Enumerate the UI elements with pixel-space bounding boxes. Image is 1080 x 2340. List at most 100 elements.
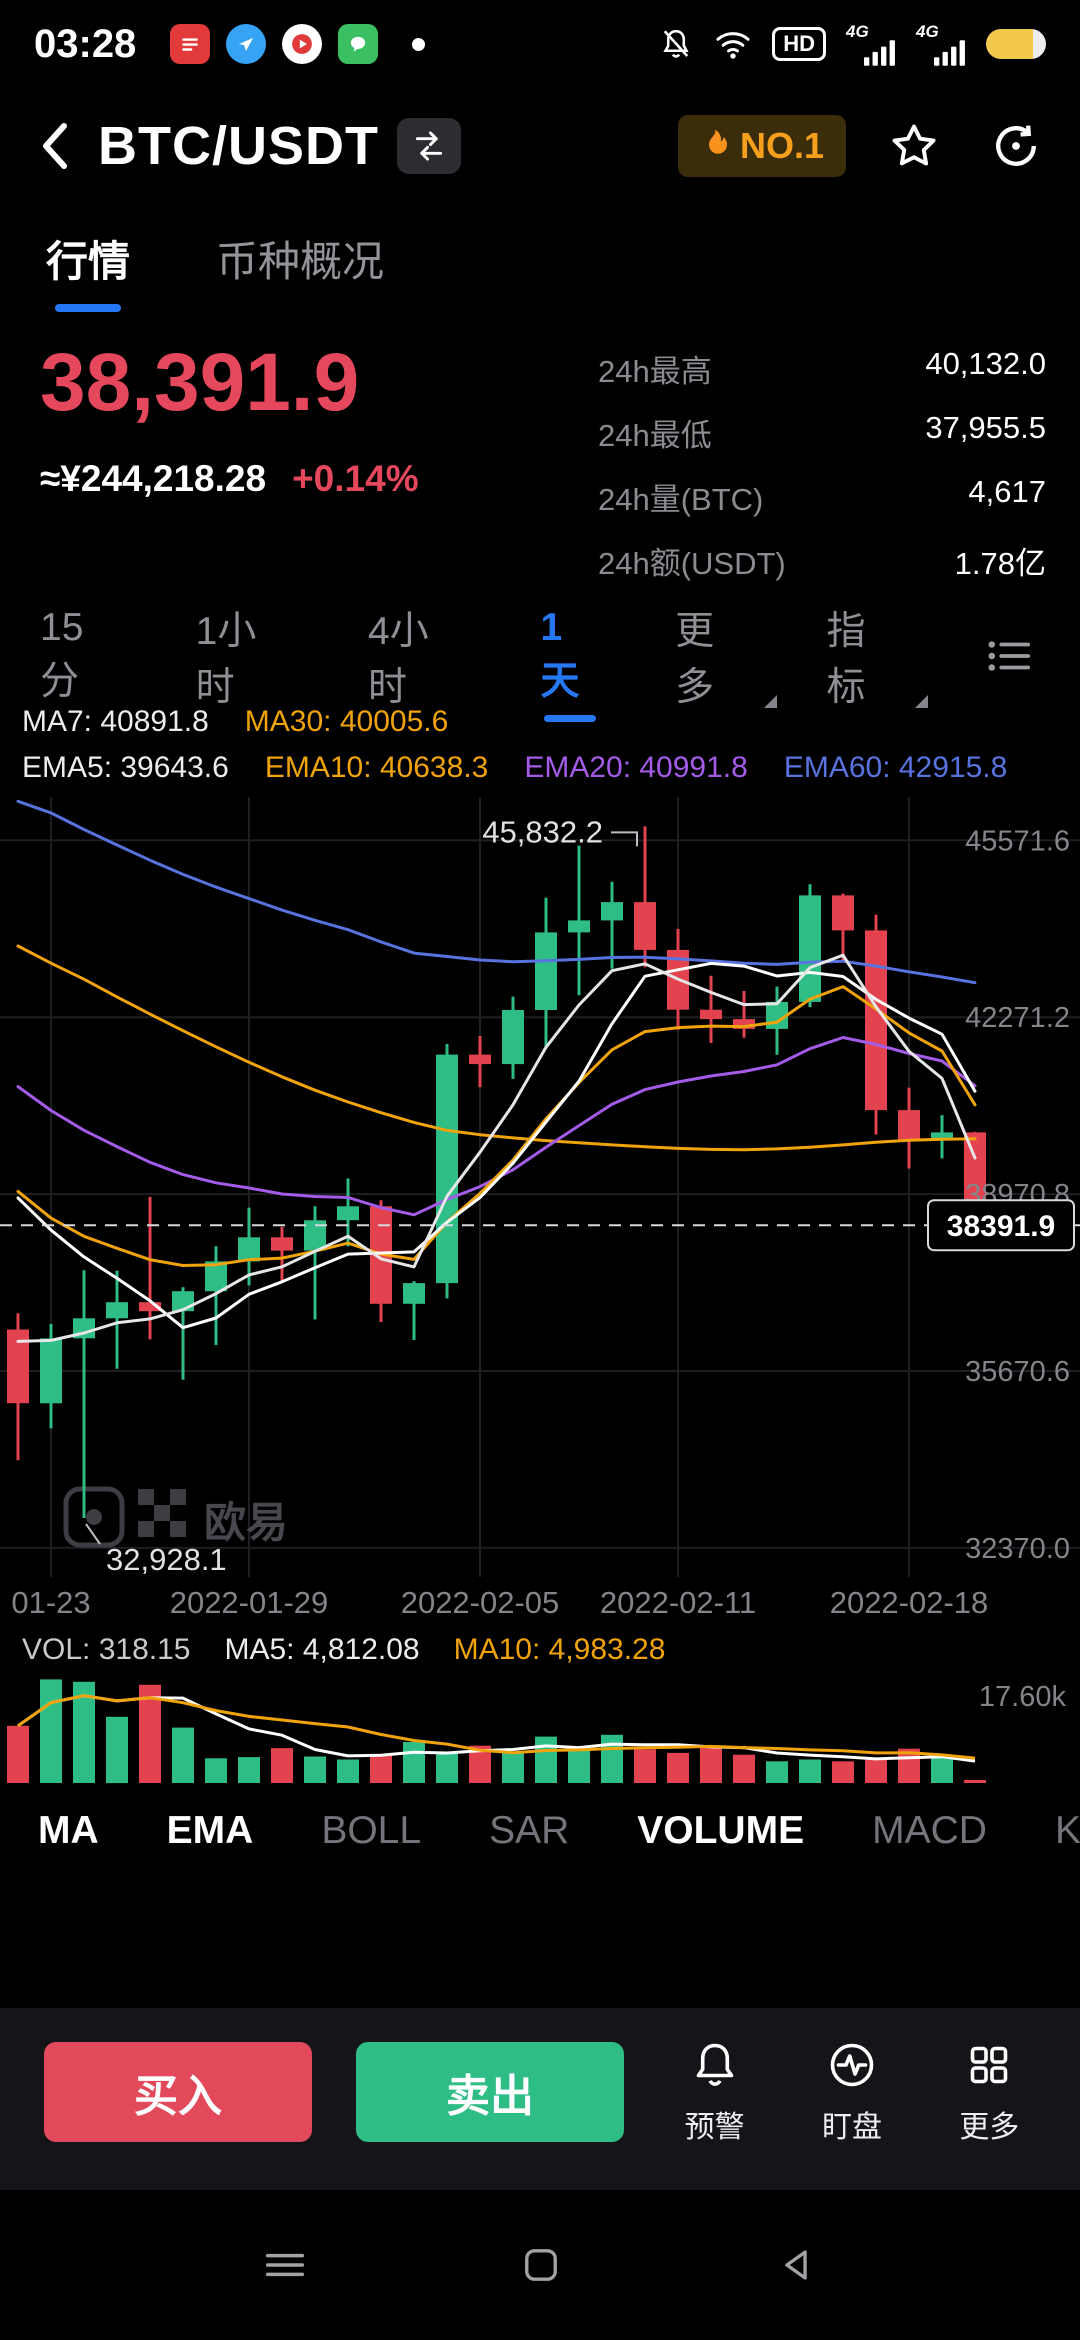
- current-price-tag-label: 38391.9: [947, 1210, 1055, 1243]
- back-button[interactable]: [30, 108, 90, 184]
- candle-body: [238, 1237, 260, 1262]
- volume-bar: [139, 1684, 161, 1783]
- more-button[interactable]: 更多: [943, 2038, 1036, 2146]
- indicator-tab-volume[interactable]: VOLUME: [637, 1809, 805, 1852]
- timeframe-4h[interactable]: 4小时: [368, 610, 429, 709]
- volume-bar: [73, 1681, 95, 1783]
- indicator-tab-boll[interactable]: BOLL: [321, 1809, 422, 1852]
- volume-bar: [304, 1756, 326, 1783]
- notification-icons: [170, 24, 379, 64]
- home-button[interactable]: [519, 2243, 563, 2287]
- timeframe-1h[interactable]: 1小时: [195, 610, 257, 709]
- refresh-button[interactable]: [982, 112, 1050, 180]
- volume-bar: [832, 1761, 854, 1783]
- star-icon: [892, 124, 936, 166]
- vol-ma5-label: MA5: 4,812.08: [224, 1633, 420, 1666]
- low-annotation-label: 32,928.1: [106, 1542, 227, 1577]
- candle-body: [535, 932, 557, 1010]
- volume-bar: [337, 1759, 359, 1783]
- volume-bar: [535, 1736, 557, 1783]
- volume-bar: [370, 1754, 392, 1783]
- candle-body: [436, 1054, 458, 1284]
- page-tabs: 行情 币种概况: [0, 228, 1080, 312]
- okx-watermark: 欧易: [63, 1486, 288, 1548]
- tab-market[interactable]: 行情: [46, 228, 130, 312]
- volume-bar: [634, 1749, 656, 1783]
- indicator-tab-ma[interactable]: MA: [38, 1809, 99, 1852]
- timeframe-more-dropdown[interactable]: 更多: [675, 584, 777, 728]
- bell-icon: [696, 2043, 733, 2086]
- stat-row: 24h最高 40,132.0: [598, 346, 1046, 391]
- stat-row: 24h量(BTC) 4,617: [598, 474, 1046, 519]
- swap-pair-button[interactable]: [396, 118, 461, 174]
- candle-body: [568, 920, 590, 933]
- y-axis-label: 32370.0: [965, 1533, 1070, 1565]
- candle-body: [832, 895, 854, 931]
- candlestick-chart[interactable]: 欧易 45571.6 42271.2 38970.8 35670.6 32370.0 383…: [0, 797, 1080, 1577]
- back-nav-button[interactable]: [774, 2243, 818, 2287]
- sell-button[interactable]: 卖出: [356, 2042, 624, 2142]
- stat-value: 40,132.0: [925, 346, 1046, 381]
- volume-bar: [931, 1756, 953, 1783]
- volume-bar: [271, 1748, 293, 1783]
- timeframe-bar: 15分 1小时 4小时 1天 更多 指标: [0, 606, 1080, 709]
- indicator-dropdown[interactable]: 指标: [827, 584, 928, 728]
- volume-pane: VOL: 318.15 MA5: 4,812.08 MA10: 4,983.28…: [0, 1633, 1080, 1787]
- volume-chart-canvas[interactable]: [0, 1667, 1080, 1787]
- volume-bar: [403, 1742, 425, 1783]
- favorite-button[interactable]: [880, 112, 948, 180]
- header: BTC/USDT NO.1: [0, 94, 1080, 198]
- overlay-line-ma30: [16, 944, 977, 1152]
- candle-body: [7, 1329, 29, 1404]
- stat-label: 24h最高: [598, 354, 712, 389]
- last-price: 38,391.9: [40, 337, 360, 428]
- signal-label: 4G: [846, 22, 869, 41]
- timeframe-1d[interactable]: 1天: [540, 590, 599, 722]
- candle-body: [271, 1237, 293, 1251]
- back-triangle-icon: [785, 2250, 807, 2280]
- y-axis-label: 45571.6: [965, 825, 1070, 857]
- volume-bar: [700, 1746, 722, 1783]
- system-nav-bar: [0, 2190, 1080, 2340]
- candlestick-chart-canvas[interactable]: 欧易45571.642271.238970.835670.632370.0383…: [0, 797, 1080, 1577]
- candle-body: [337, 1206, 359, 1221]
- recent-apps-button[interactable]: [262, 2245, 308, 2285]
- stat-value: 37,955.5: [925, 410, 1046, 445]
- buy-button[interactable]: 买入: [44, 2042, 312, 2142]
- current-price-tag[interactable]: [927, 1199, 1075, 1252]
- volume-bar: [436, 1752, 458, 1783]
- candle-body: [139, 1302, 161, 1312]
- alert-label: 预警: [684, 2111, 745, 2144]
- candle-body: [40, 1338, 62, 1404]
- stat-label: 24h最低: [598, 418, 712, 453]
- tab-overview[interactable]: 币种概况: [216, 238, 385, 285]
- monitor-icon: [830, 2043, 874, 2087]
- green-chat-app-icon: [338, 24, 379, 64]
- hd-voice-icon: HD: [772, 26, 826, 62]
- watch-button[interactable]: 盯盘: [805, 2038, 898, 2146]
- indicator-tab-macd[interactable]: MACD: [872, 1809, 987, 1852]
- notification-dot: [412, 37, 426, 51]
- chart-settings-button[interactable]: [978, 627, 1040, 685]
- candle-body: [931, 1132, 953, 1141]
- indicator-tab-sar[interactable]: SAR: [489, 1809, 570, 1852]
- timeframe-15m[interactable]: 15分: [40, 606, 84, 703]
- stat-label: 24h额(USDT): [598, 546, 786, 581]
- volume-bar: [667, 1752, 689, 1783]
- indicator-tab-kdj[interactable]: KDJ: [1054, 1809, 1080, 1852]
- volume-bar: [601, 1734, 623, 1783]
- grid-icon: [971, 2046, 1008, 2084]
- rank-badge[interactable]: NO.1: [677, 115, 846, 177]
- volume-bar: [205, 1758, 227, 1783]
- y-axis-label: 42271.2: [965, 1002, 1070, 1034]
- overlay-line-ema5: [16, 953, 977, 1343]
- indicator-tab-ema[interactable]: EMA: [166, 1809, 254, 1852]
- alert-button[interactable]: 预警: [668, 2038, 761, 2146]
- candle-body: [634, 902, 656, 950]
- clock: 03:28: [34, 21, 137, 66]
- spacer: [0, 1875, 1080, 2008]
- volume-axis-label: 17.60k: [978, 1681, 1066, 1713]
- pair-title: BTC/USDT: [98, 116, 379, 176]
- x-axis-label: 2022-02-05: [400, 1585, 560, 1620]
- candle-body: [502, 1010, 524, 1065]
